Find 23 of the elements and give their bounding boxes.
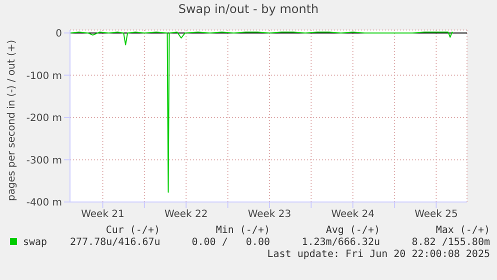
text: 0.00 / 0.00 (190, 237, 270, 249)
y-tick-label: 0 (56, 28, 62, 40)
text: Cur (-/+) (104, 225, 160, 237)
text: 1.23m/666.32u (300, 237, 380, 249)
chart-title: Swap in/out - by month (177, 2, 320, 16)
x-tick-label: Week 24 (331, 209, 375, 220)
x-tick-label: Week 23 (248, 209, 292, 220)
y-tick-label: -400 m (26, 198, 62, 209)
y-axis-title: pages per second in (-) / out (+) (6, 40, 18, 201)
text: 277.78u/416.67u (70, 237, 160, 249)
x-tick-label: Week 22 (164, 209, 208, 220)
line-series (70, 32, 454, 193)
text: Last update: Fri Jun 20 22:00:08 2025 (266, 249, 490, 261)
x-tick-label: Week 21 (81, 209, 124, 220)
legend-label: swap (22, 237, 48, 248)
text: 8.82 /155.80m (410, 237, 490, 249)
y-tick-label: -100 m (26, 70, 62, 82)
text: Min (-/+) (214, 225, 270, 237)
y-tick-label: -300 m (26, 155, 62, 166)
text: Avg (-/+) (324, 225, 380, 237)
y-tick-label: -200 m (26, 113, 62, 124)
text: Max (-/+) (434, 225, 490, 237)
x-tick-label: Week 25 (414, 209, 458, 220)
